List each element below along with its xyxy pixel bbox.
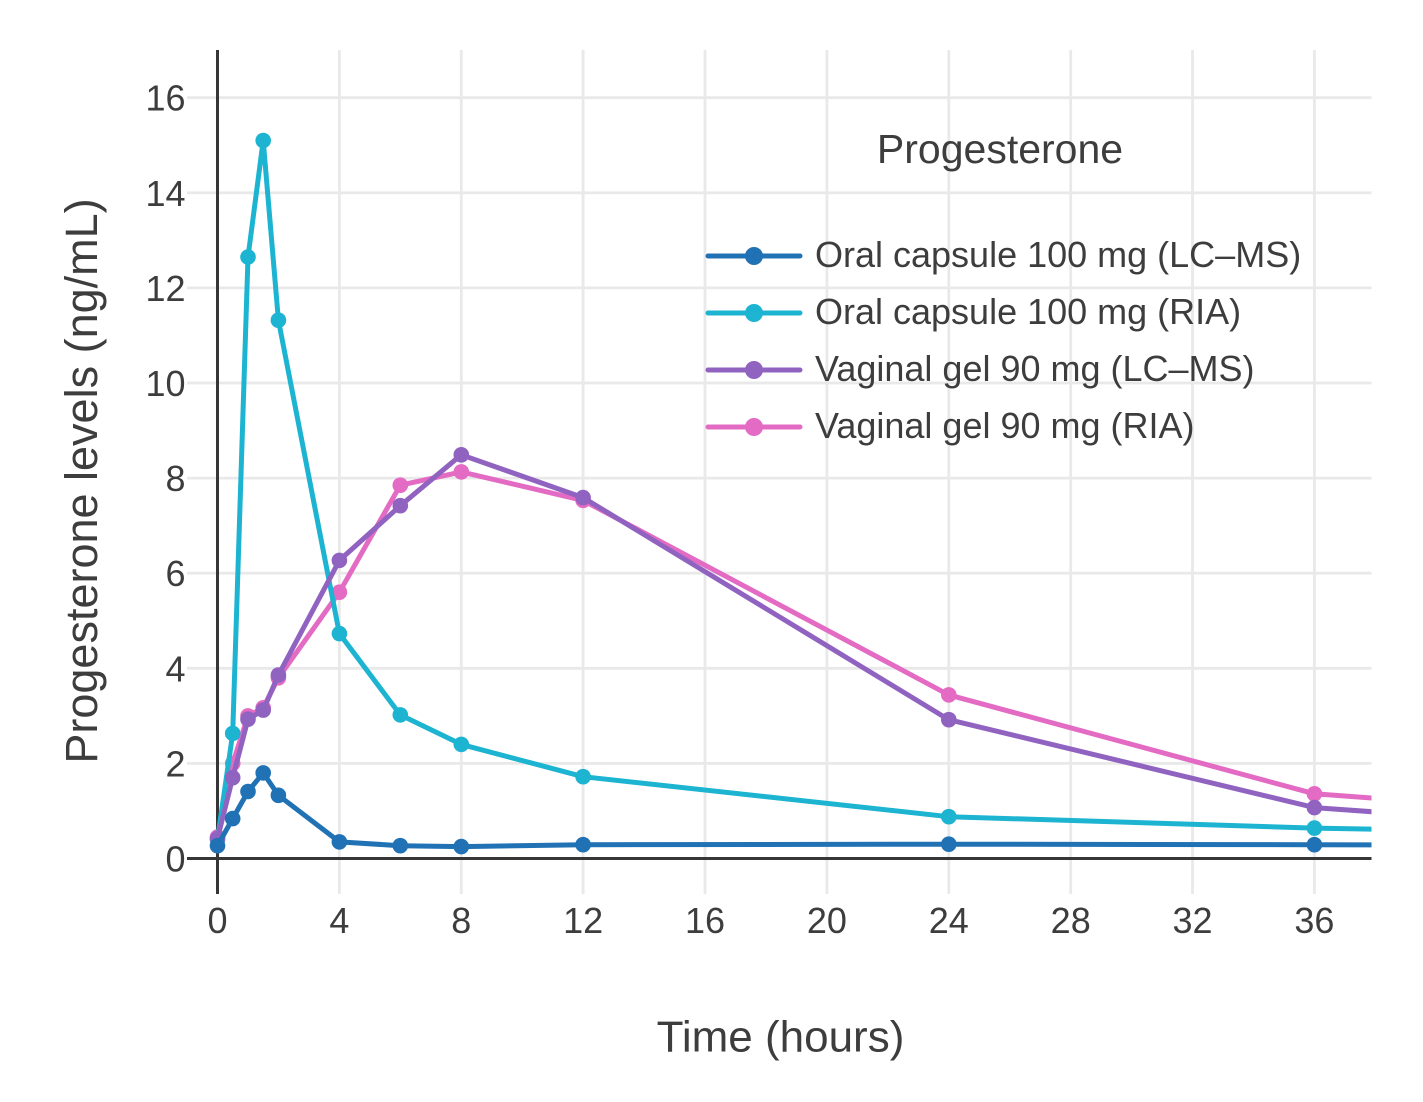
svg-text:0: 0 <box>207 900 227 941</box>
svg-text:Progesterone levels (ng/mL): Progesterone levels (ng/mL) <box>56 198 107 763</box>
svg-text:0: 0 <box>165 839 185 880</box>
svg-text:14: 14 <box>145 173 185 214</box>
svg-text:36: 36 <box>1294 900 1334 941</box>
svg-text:10: 10 <box>145 363 185 404</box>
svg-text:Oral capsule 100 mg (LC–MS): Oral capsule 100 mg (LC–MS) <box>815 234 1301 275</box>
svg-text:4: 4 <box>329 900 349 941</box>
svg-text:2: 2 <box>165 743 185 784</box>
svg-text:8: 8 <box>165 458 185 499</box>
svg-text:4: 4 <box>165 648 185 689</box>
svg-text:12: 12 <box>145 268 185 309</box>
svg-text:28: 28 <box>1051 900 1091 941</box>
svg-text:Vaginal gel 90 mg (LC–MS): Vaginal gel 90 mg (LC–MS) <box>815 348 1255 389</box>
svg-text:Progesterone: Progesterone <box>877 126 1123 172</box>
svg-text:Vaginal gel 90 mg (RIA): Vaginal gel 90 mg (RIA) <box>815 405 1195 446</box>
svg-text:8: 8 <box>451 900 471 941</box>
svg-text:16: 16 <box>145 78 185 119</box>
svg-text:Oral capsule 100 mg (RIA): Oral capsule 100 mg (RIA) <box>815 291 1241 332</box>
svg-text:16: 16 <box>685 900 725 941</box>
svg-text:12: 12 <box>563 900 603 941</box>
svg-text:Time (hours): Time (hours) <box>657 1013 905 1062</box>
svg-text:32: 32 <box>1172 900 1212 941</box>
svg-text:6: 6 <box>165 553 185 594</box>
svg-text:24: 24 <box>929 900 969 941</box>
svg-text:20: 20 <box>807 900 847 941</box>
